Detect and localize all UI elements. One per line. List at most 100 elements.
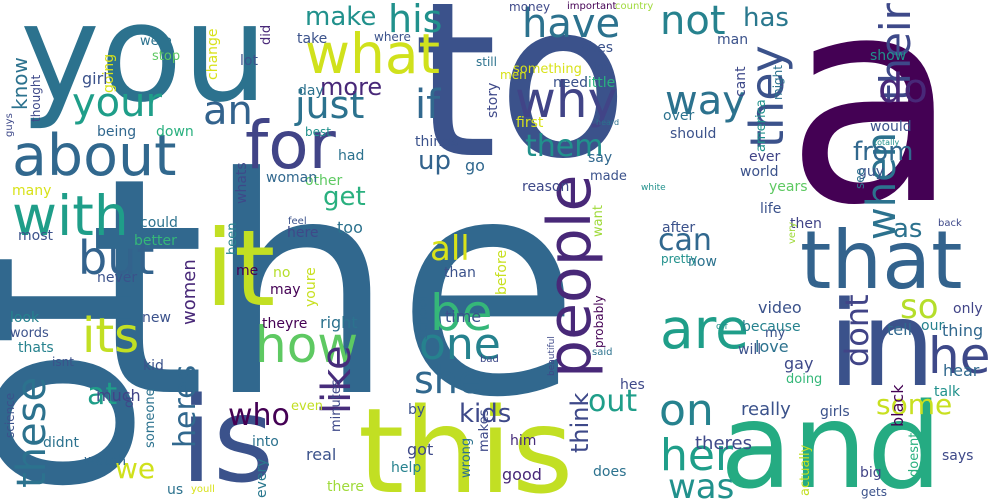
- word-being: being: [97, 124, 136, 140]
- word-help: help: [391, 460, 421, 476]
- word-most: most: [18, 228, 53, 244]
- word-not: not: [660, 0, 726, 44]
- word-youre: youre: [303, 267, 319, 307]
- word-the: the: [88, 114, 580, 463]
- word-so: so: [900, 287, 939, 327]
- word-way: way: [665, 78, 746, 124]
- word-these: these: [9, 377, 55, 488]
- word-tell: tell: [887, 320, 912, 339]
- word-on: on: [659, 385, 714, 436]
- word-after: after: [662, 220, 695, 236]
- word-does: does: [593, 464, 626, 480]
- word-from: from: [853, 137, 914, 167]
- word-then: then: [790, 216, 822, 232]
- word-gay: gay: [784, 354, 813, 373]
- word-as: as: [893, 214, 922, 244]
- word-lot: lot: [240, 53, 258, 69]
- word-now: now: [688, 254, 717, 270]
- word-very: very: [787, 222, 798, 244]
- word-into: into: [252, 434, 279, 450]
- word-by: by: [408, 402, 425, 418]
- word-say: say: [588, 150, 612, 166]
- word-will: will: [738, 342, 761, 358]
- word-too: too: [337, 218, 363, 237]
- word-with: with: [12, 184, 129, 248]
- word-other: other: [305, 173, 343, 189]
- word-want: want: [591, 205, 606, 237]
- word-one: one: [419, 319, 501, 370]
- word-doesnt: doesnt: [907, 433, 922, 477]
- word-may: may: [270, 282, 301, 298]
- word-video: video: [758, 298, 802, 317]
- word-his: his: [388, 0, 442, 41]
- word-of: of: [0, 253, 190, 499]
- word-real: real: [306, 445, 336, 464]
- word-beautiful: beautiful: [547, 336, 557, 376]
- word-there: there: [327, 479, 364, 495]
- word-going: going: [101, 54, 117, 93]
- word-good: good: [502, 465, 542, 484]
- word-important: important: [567, 1, 616, 12]
- word-thats: thats: [18, 340, 54, 356]
- word-right: right: [320, 313, 358, 332]
- word-doing: doing: [786, 372, 822, 387]
- word-america: america: [754, 99, 769, 152]
- word-more: more: [320, 73, 382, 101]
- word-something: something: [513, 62, 582, 77]
- word-me: me: [236, 263, 258, 279]
- word-be: be: [430, 284, 493, 342]
- word-girl: girl: [82, 69, 108, 88]
- word-up: up: [418, 146, 451, 176]
- word-feel: feel: [288, 216, 307, 227]
- word-black: black: [888, 384, 907, 427]
- word-guys: guys: [4, 113, 15, 137]
- word-wrong: wrong: [459, 438, 474, 478]
- word-money: money: [509, 0, 550, 14]
- word-ever: ever: [749, 149, 781, 165]
- word-show: show: [870, 48, 906, 64]
- word-only: only: [953, 301, 983, 317]
- word-he: he: [928, 327, 990, 385]
- word-but: but: [78, 231, 154, 285]
- word-kids: kids: [459, 399, 511, 429]
- word-think: think: [566, 393, 594, 454]
- word-science: science: [3, 393, 17, 438]
- word-women: women: [179, 259, 200, 325]
- word-an: an: [203, 88, 253, 134]
- word-why: why: [515, 71, 617, 129]
- word-im: im: [593, 60, 608, 74]
- word-been: been: [225, 223, 240, 256]
- word-no: no: [273, 265, 290, 281]
- word-things: things: [415, 134, 458, 150]
- word-girls: girls: [820, 404, 850, 420]
- word-still: still: [476, 55, 497, 69]
- word-big: big: [860, 465, 882, 481]
- word-if: if: [415, 82, 441, 128]
- word-for: for: [245, 107, 337, 184]
- word-says: says: [942, 448, 973, 464]
- word-got: got: [407, 440, 433, 459]
- word-love: love: [755, 337, 789, 356]
- word-gets: gets: [861, 485, 887, 499]
- word-said: said: [592, 347, 612, 358]
- word-school: school: [415, 295, 431, 340]
- word-over: over: [663, 108, 694, 124]
- word-who: who: [228, 398, 290, 433]
- word-shes: shes: [581, 40, 613, 56]
- word-guy: guy: [858, 164, 884, 180]
- word-to: to: [413, 0, 629, 206]
- word-really: really: [741, 399, 791, 420]
- word-made: made: [590, 169, 627, 184]
- word-whats: whats: [234, 162, 250, 204]
- word-some: some: [876, 388, 952, 421]
- word-better: better: [134, 233, 177, 249]
- word-country: country: [615, 1, 653, 12]
- word-didnt: didnt: [43, 435, 80, 451]
- word-its: its: [82, 308, 139, 364]
- word-probably: probably: [592, 295, 606, 348]
- word-life: life: [760, 201, 781, 217]
- word-and: and: [720, 377, 942, 500]
- word-that: that: [800, 214, 962, 307]
- word-she: she: [414, 358, 481, 402]
